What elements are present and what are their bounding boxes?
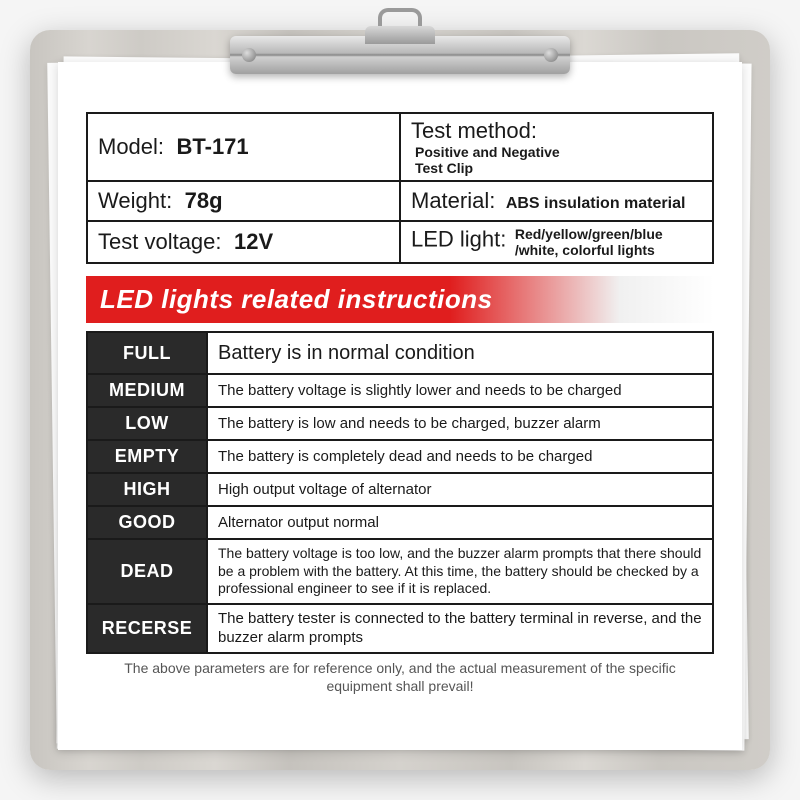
instr-recerse-label: RECERSE (87, 604, 207, 654)
spec-model-label: Model: (98, 134, 164, 159)
instr-low-label: LOW (87, 407, 207, 440)
instructions-table: FULL Battery is in normal condition MEDI… (86, 331, 714, 654)
instr-full-desc: Battery is in normal condition (207, 332, 713, 374)
spec-table: Model: BT-171 Test method: Positive and … (86, 112, 714, 264)
instr-full-label: FULL (87, 332, 207, 374)
instr-medium-label: MEDIUM (87, 374, 207, 407)
instr-low-desc: The battery is low and needs to be charg… (207, 407, 713, 440)
instr-empty-desc: The battery is completely dead and needs… (207, 440, 713, 473)
spec-material-label: Material: (411, 188, 495, 213)
spec-testmethod-label: Test method: (411, 118, 537, 143)
spec-voltage-value: 12V (234, 229, 273, 254)
spec-weight-label: Weight: (98, 188, 172, 213)
spec-led-label: LED light: (411, 227, 506, 252)
instr-empty-label: EMPTY (87, 440, 207, 473)
paper-front: Model: BT-171 Test method: Positive and … (58, 62, 742, 750)
instr-dead-desc: The battery voltage is too low, and the … (207, 539, 713, 604)
spec-testmethod-value: Positive and Negative Test Clip (415, 144, 575, 176)
spec-material-value: ABS insulation material (506, 195, 686, 212)
footnote-text: The above parameters are for reference o… (86, 660, 714, 695)
instr-good-desc: Alternator output normal (207, 506, 713, 539)
clip-metal (230, 36, 570, 74)
paper-stack: Model: BT-171 Test method: Positive and … (58, 62, 742, 750)
section-banner: LED lights related instructions (86, 276, 714, 323)
clip-tab (365, 26, 435, 44)
instr-high-label: HIGH (87, 473, 207, 506)
instr-good-label: GOOD (87, 506, 207, 539)
spec-voltage-label: Test voltage: (98, 229, 222, 254)
spec-model-value: BT-171 (177, 134, 249, 159)
spec-led-value: Red/yellow/green/blue /white, colorful l… (515, 226, 695, 258)
clipboard-frame: Model: BT-171 Test method: Positive and … (30, 30, 770, 770)
instr-high-desc: High output voltage of alternator (207, 473, 713, 506)
instr-recerse-desc: The battery tester is connected to the b… (207, 604, 713, 654)
instr-medium-desc: The battery voltage is slightly lower an… (207, 374, 713, 407)
spec-weight-value: 78g (185, 188, 223, 213)
instr-dead-label: DEAD (87, 539, 207, 604)
